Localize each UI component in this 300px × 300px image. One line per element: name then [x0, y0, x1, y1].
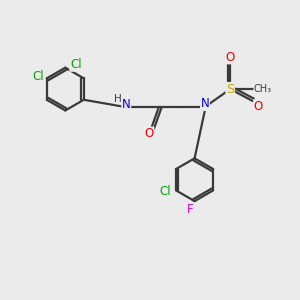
- Text: N: N: [201, 98, 209, 110]
- Text: O: O: [254, 100, 263, 113]
- Text: O: O: [226, 51, 235, 64]
- Text: N: N: [122, 98, 130, 111]
- Text: F: F: [187, 203, 194, 216]
- Text: H: H: [114, 94, 122, 103]
- Text: O: O: [145, 127, 154, 140]
- Text: Cl: Cl: [70, 58, 82, 71]
- Text: Cl: Cl: [160, 185, 172, 198]
- Text: CH₃: CH₃: [254, 84, 272, 94]
- Text: S: S: [226, 82, 234, 96]
- Text: Cl: Cl: [32, 70, 44, 83]
